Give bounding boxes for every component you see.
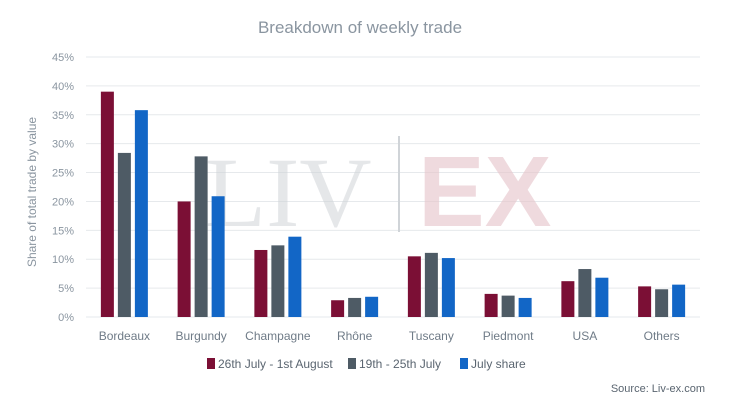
y-tick-label: 15% [52,225,74,237]
x-category-label: Rhône [337,329,373,343]
bar-series3-champagne [288,236,302,317]
legend-label: 19th - 25th July [359,357,441,371]
x-category-label: Bordeaux [99,329,150,343]
x-category-label: Champagne [245,329,311,343]
watermark-logo: LIV EX [205,136,551,248]
y-tick-label: 45% [52,52,74,64]
bar-series3-rhne [365,296,379,317]
y-tick-label: 40% [52,81,74,93]
bar-series2-usa [578,269,592,317]
y-tick-label: 30% [52,139,74,151]
bar-series3-bordeaux [134,110,148,318]
watermark-ex: EX [418,136,551,248]
y-tick-label: 0% [58,312,74,324]
y-tick-label: 25% [52,168,74,180]
bar-series3-tuscany [441,258,455,317]
bar-series1-piedmont [484,293,498,317]
bar-series2-piedmont [501,295,515,317]
legend: 26th July - 1st August 19th - 25th July Ju… [207,357,526,371]
y-tick-label: 20% [52,196,74,208]
bar-series3-burgundy [211,196,225,317]
bar-series1-bordeaux [100,91,114,318]
bar-series1-usa [561,281,575,317]
watermark-liv: LIV [205,137,372,248]
y-tick-label: 35% [52,110,74,122]
bar-series2-others [655,289,669,317]
y-axis-label: Share of total trade by value [25,117,39,267]
bar-series1-others [638,286,652,317]
x-category-label: Others [644,329,680,343]
bar-series2-burgundy [194,156,208,317]
y-axis-ticks: 0% 5% 10% 15% 20% 25% 30% 35% 40% 45% [52,52,74,324]
y-tick-label: 10% [52,254,74,266]
x-category-label: USA [573,329,598,343]
legend-swatch [460,358,468,369]
bar-series3-piedmont [518,297,532,317]
bar-series1-tuscany [407,256,421,317]
bar-series3-usa [595,277,609,317]
x-category-label: Piedmont [483,329,534,343]
bars [100,91,686,318]
x-category-label: Tuscany [409,329,454,343]
bar-series1-champagne [254,249,268,317]
bar-series1-rhne [331,300,345,317]
source-note: Source: Liv-ex.com [611,383,705,395]
x-axis-categories: Bordeaux Burgundy Champagne Rhône Tuscany Pie… [99,329,680,343]
legend-swatch [207,358,215,369]
y-tick-label: 5% [58,283,74,295]
chart-title: Breakdown of weekly trade [258,18,462,37]
bar-series2-champagne [271,245,285,317]
legend-label: July share [471,357,526,371]
bar-series1-burgundy [177,201,191,317]
bar-series2-tuscany [424,252,438,317]
bar-series2-rhne [348,297,362,317]
bar-series2-bordeaux [117,152,131,317]
legend-label: 26th July - 1st August [218,357,333,371]
x-category-label: Burgundy [175,329,226,343]
legend-swatch [348,358,356,369]
bar-series3-others [672,284,686,317]
